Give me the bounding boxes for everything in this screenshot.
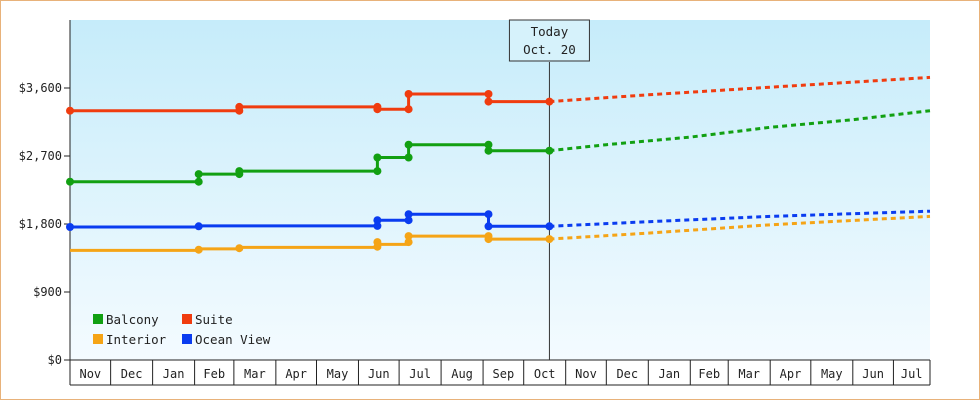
series-ocean-view: [66, 209, 931, 231]
series-point: [235, 167, 244, 176]
series-point: [373, 105, 382, 114]
series-point: [484, 235, 493, 244]
series-point: [194, 222, 203, 231]
series-forecast-line: [549, 209, 931, 228]
today-date-label: Oct. 20: [523, 42, 576, 57]
today-box: [508, 19, 590, 62]
series-point: [66, 223, 74, 231]
x-tick-label: May: [821, 367, 843, 381]
x-tick-label: Mar: [738, 367, 760, 381]
series-suite: [66, 75, 931, 115]
y-tick-label: $2,700: [19, 149, 62, 163]
x-tick-label: Sep: [493, 367, 515, 381]
series-point: [484, 222, 493, 231]
series-point: [404, 153, 413, 162]
series-balcony: [66, 109, 931, 186]
series-point: [194, 245, 203, 254]
x-tick-label: Nov: [575, 367, 597, 381]
series-point: [66, 177, 74, 186]
plot-area: [70, 20, 930, 360]
series-point: [484, 90, 493, 98]
legend-label: Suite: [195, 312, 233, 327]
x-tick-label: Mar: [244, 367, 266, 381]
series-point: [373, 167, 382, 176]
legend: Balcony Suite Interior Ocean View: [93, 312, 271, 347]
x-tick-label: Aug: [451, 367, 473, 381]
legend-label: Balcony: [106, 312, 159, 327]
series-point: [545, 97, 554, 106]
series-point: [373, 238, 382, 247]
series-point: [404, 210, 413, 219]
x-tick-label: Nov: [79, 367, 101, 381]
legend-swatch: [182, 334, 192, 344]
x-tick-label: Jun: [368, 367, 390, 381]
series-point: [373, 153, 382, 162]
series-point: [404, 140, 413, 149]
series-forecast-line: [549, 109, 931, 153]
x-axis: Nov Dec Jan Feb Mar Apr May Jun Jul Aug Sep Oct Nov D…: [69, 359, 931, 386]
series-point: [404, 105, 413, 114]
legend-label: Ocean View: [195, 332, 271, 347]
series-forecast-line: [549, 75, 931, 104]
series-point: [484, 140, 493, 149]
x-tick-label: Apr: [780, 367, 802, 381]
x-tick-label: Dec: [616, 367, 638, 381]
today-marker: Today Oct. 20: [508, 19, 590, 360]
y-tick-label: $1,800: [19, 217, 62, 231]
series-point: [235, 244, 244, 253]
y-tick-label: $0: [48, 353, 62, 367]
x-tick-label: Feb: [698, 367, 720, 381]
series-point: [545, 222, 554, 231]
series-layer: [66, 75, 931, 254]
series-point: [404, 238, 413, 247]
x-tick-label: May: [327, 367, 349, 381]
series-point: [545, 235, 554, 244]
series-point: [404, 232, 413, 241]
x-tick-label: Jan: [163, 367, 185, 381]
series-point: [66, 106, 74, 115]
series-point: [373, 216, 382, 225]
x-tick-label: Jan: [658, 367, 680, 381]
legend-label: Interior: [106, 332, 167, 347]
series-point: [235, 102, 244, 111]
x-tick-label: Feb: [203, 367, 225, 381]
series-point: [404, 216, 413, 225]
x-tick-label: Jul: [409, 367, 431, 381]
series-point: [194, 177, 203, 186]
y-tick-label: $900: [33, 285, 62, 299]
x-tick-label: Jun: [862, 367, 884, 381]
series-point: [373, 221, 382, 230]
x-tick-label: Oct: [534, 367, 556, 381]
series-point: [545, 146, 554, 155]
today-label: Today: [531, 24, 569, 39]
legend-swatch: [93, 314, 103, 324]
x-tick-label: Apr: [285, 367, 307, 381]
legend-swatch: [93, 334, 103, 344]
x-tick-label: Dec: [121, 367, 143, 381]
series-forecast-line: [549, 214, 931, 241]
series-point: [194, 170, 203, 179]
series-point: [484, 97, 493, 106]
series-interior: [70, 214, 931, 254]
x-tick-label: Jul: [901, 367, 923, 381]
series-point: [484, 146, 493, 155]
series-point: [484, 210, 493, 219]
y-axis: $0 $900 $1,800 $2,700 $3,600: [19, 20, 71, 367]
y-tick-label: $3,600: [19, 81, 62, 95]
legend-swatch: [182, 314, 192, 324]
series-point: [404, 90, 413, 98]
